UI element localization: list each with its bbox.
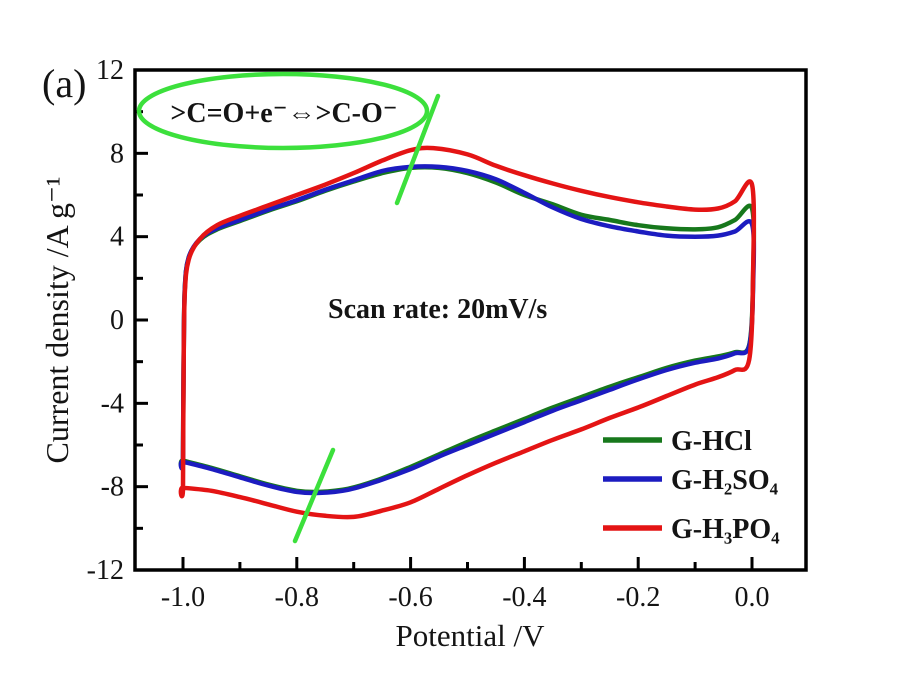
- y-axis-title: Current density /A g⁻¹: [39, 177, 75, 464]
- scan-rate-annotation: Scan rate: 20mV/s: [328, 294, 547, 325]
- y-tick-label: -4: [101, 388, 124, 419]
- x-axis-title: Potential /V: [396, 618, 546, 653]
- y-tick-label: 12: [96, 55, 124, 86]
- axis-tick-labels: -1.0 -0.8 -0.6 -0.4 -0.2 0.0 12 8 4 0 -4 -8 -12: [87, 55, 770, 613]
- reaction-annotation: >C=O+e⁻⇔>C-O⁻: [170, 98, 397, 129]
- legend-label-g-h3po4: G-H₃PO₄: [671, 514, 780, 545]
- marker-line-top: [394, 93, 441, 206]
- panel-label: (a): [42, 61, 86, 106]
- x-tick-label: -0.2: [616, 582, 660, 613]
- y-tick-label: 4: [110, 222, 124, 253]
- legend-label-g-hcl: G-HCl: [671, 426, 752, 457]
- y-tick-label: -12: [87, 555, 124, 586]
- cv-curve-ghpo: [178, 145, 757, 520]
- x-tick-label: -0.6: [388, 582, 432, 613]
- x-tick-label: -0.4: [502, 582, 546, 613]
- cv-curves: [178, 145, 757, 520]
- axis-ticks: [135, 68, 754, 572]
- legend-item-g-h3po4: G-H₃PO₄: [603, 514, 780, 545]
- marker-line-bottom: [292, 447, 336, 544]
- y-tick-label: -8: [101, 472, 124, 503]
- legend-item-g-h2so4: G-H₂SO₄: [603, 465, 779, 496]
- y-tick-label: 0: [110, 305, 124, 336]
- legend-item-g-hcl: G-HCl: [603, 426, 752, 457]
- legend-label-g-h2so4: G-H₂SO₄: [671, 465, 779, 496]
- x-tick-label: -1.0: [161, 582, 205, 613]
- legend: G-HCl G-H₂SO₄ G-H₃PO₄: [603, 426, 780, 545]
- x-tick-label: 0.0: [735, 582, 770, 613]
- x-tick-label: -0.8: [275, 582, 319, 613]
- cv-curve-ghso: [178, 164, 757, 496]
- reaction-ellipse: [136, 71, 430, 151]
- y-tick-label: 8: [110, 138, 124, 169]
